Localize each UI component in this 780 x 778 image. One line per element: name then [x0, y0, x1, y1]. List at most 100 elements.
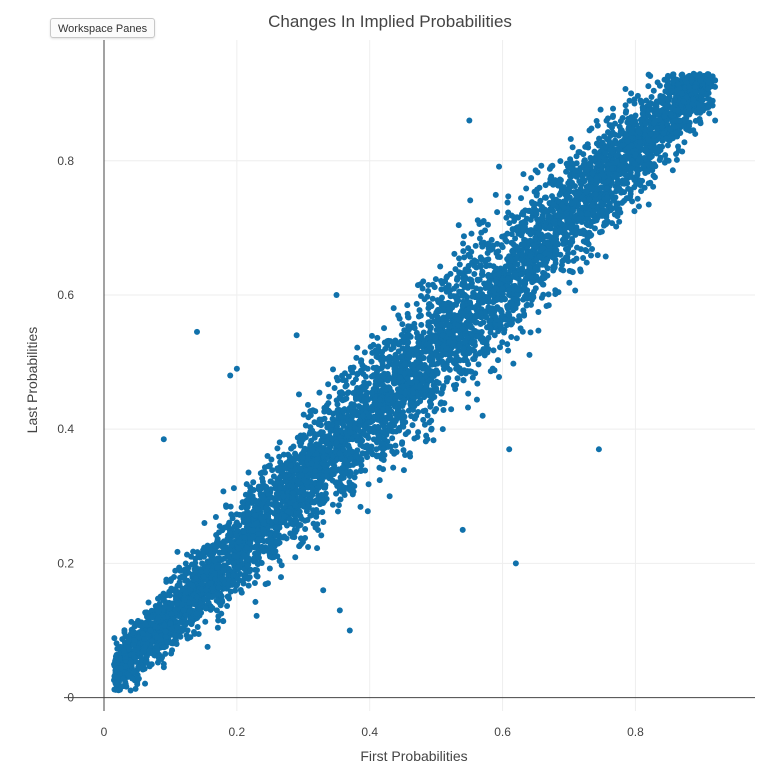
scatter-point	[616, 218, 623, 225]
scatter-point	[555, 289, 562, 296]
scatter-point	[617, 171, 624, 178]
scatter-point	[354, 344, 361, 351]
scatter-point	[360, 370, 367, 377]
scatter-point	[454, 375, 461, 382]
scatter-point	[538, 162, 545, 169]
scatter-point	[441, 400, 448, 407]
scatter-point	[190, 548, 197, 555]
scatter-point	[241, 552, 248, 559]
scatter-point	[267, 478, 274, 485]
scatter-point	[277, 574, 284, 581]
scatter-point	[315, 527, 322, 534]
scatter-point	[617, 187, 624, 194]
scatter-point	[504, 199, 511, 206]
scatter-point	[535, 217, 542, 224]
scatter-point	[347, 456, 354, 463]
scatter-point	[445, 313, 452, 320]
scatter-point	[353, 354, 360, 361]
scatter-point	[172, 589, 179, 596]
scatter-point	[455, 222, 462, 229]
scatter-point	[553, 241, 560, 248]
scatter-point	[350, 379, 357, 386]
scatter-point	[566, 279, 573, 286]
scatter-point	[506, 220, 513, 227]
scatter-point	[573, 160, 580, 167]
scatter-point	[450, 285, 457, 292]
scatter-point	[545, 291, 552, 298]
scatter-point	[160, 597, 167, 604]
scatter-point	[222, 524, 229, 531]
scatter-point	[428, 401, 435, 408]
scatter-point	[512, 235, 519, 242]
scatter-point	[318, 532, 325, 539]
scatter-point	[498, 242, 505, 249]
scatter-point	[113, 665, 120, 672]
scatter-point	[586, 196, 593, 203]
scatter-point	[262, 581, 269, 588]
scatter-point	[111, 635, 118, 642]
scatter-point	[496, 163, 503, 170]
scatter-point	[256, 486, 263, 493]
scatter-point	[523, 185, 530, 192]
scatter-point	[267, 541, 274, 548]
scatter-point	[418, 321, 425, 328]
scatter-point	[664, 142, 671, 149]
scatter-point	[400, 409, 407, 416]
scatter-point	[308, 437, 315, 444]
scatter-point	[429, 356, 436, 363]
scatter-point	[344, 390, 351, 397]
scatter-point	[113, 640, 120, 647]
scatter-point	[342, 470, 349, 477]
scatter-point	[662, 152, 669, 159]
scatter-point	[127, 687, 134, 694]
workspace-panes-button[interactable]: Workspace Panes	[50, 18, 156, 38]
scatter-point	[473, 396, 480, 403]
scatter-point	[219, 597, 226, 604]
scatter-point	[601, 133, 608, 140]
scatter-point	[351, 474, 358, 481]
scatter-point	[520, 171, 527, 178]
scatter-point	[154, 647, 161, 654]
scatter-point	[485, 346, 492, 353]
scatter-point	[662, 88, 669, 95]
scatter-point	[494, 253, 501, 260]
scatter-point	[453, 295, 460, 302]
scatter-point	[419, 285, 426, 292]
scatter-point	[648, 93, 655, 100]
scatter-point	[123, 683, 130, 690]
scatter-point	[310, 520, 317, 527]
scatter-point	[251, 497, 258, 504]
scatter-point	[623, 131, 630, 138]
scatter-point	[212, 513, 219, 520]
scatter-point	[623, 108, 630, 115]
scatter-point	[230, 485, 237, 492]
scatter-point	[603, 194, 610, 201]
scatter-point	[573, 224, 580, 231]
scatter-point	[696, 115, 703, 122]
scatter-point	[334, 377, 341, 384]
scatter-point	[252, 566, 259, 573]
scatter-point	[171, 573, 178, 580]
scatter-point	[603, 185, 610, 192]
scatter-point	[556, 176, 563, 183]
scatter-point	[416, 307, 423, 314]
scatter-point	[494, 209, 501, 216]
scatter-point	[645, 112, 652, 119]
scatter-point	[437, 327, 444, 334]
scatter-point	[459, 302, 466, 309]
scatter-point	[557, 158, 564, 165]
scatter-point	[414, 434, 421, 441]
scatter-point	[182, 560, 189, 567]
scatter-point	[167, 577, 174, 584]
scatter-point	[177, 633, 184, 640]
scatter-point	[245, 556, 252, 563]
scatter-point	[300, 503, 307, 510]
scatter-point	[452, 350, 459, 357]
scatter-point	[452, 266, 459, 273]
scatter-point	[420, 416, 427, 423]
scatter-point	[467, 197, 474, 204]
scatter-point	[645, 83, 652, 90]
scatter-point	[570, 249, 577, 256]
scatter-point	[474, 217, 481, 224]
scatter-point	[476, 235, 483, 242]
